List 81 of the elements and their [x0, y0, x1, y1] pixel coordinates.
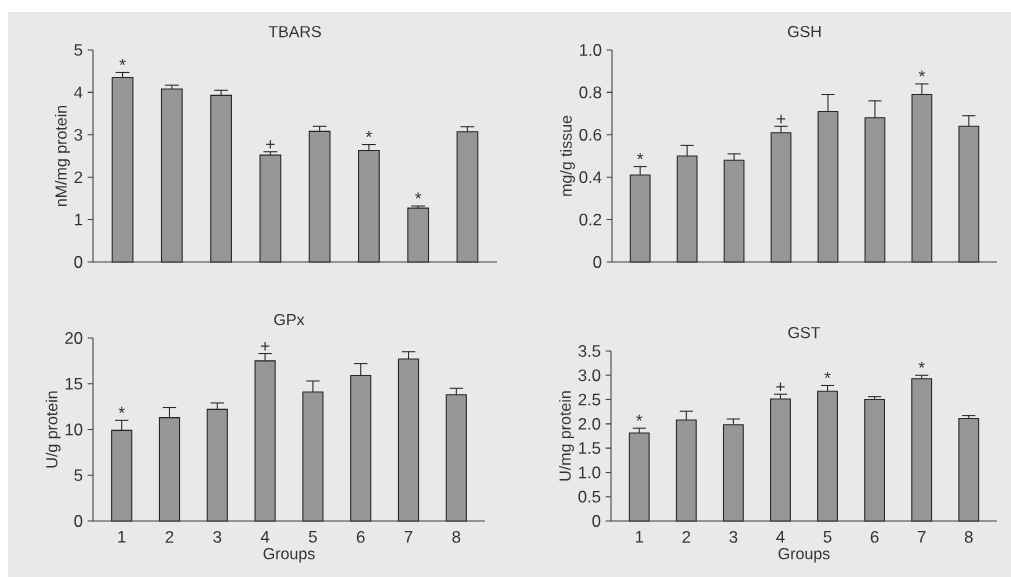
bar [958, 417, 980, 522]
y-tick-label: 0.2 [579, 213, 602, 226]
annotation: * [365, 131, 373, 138]
x-tick-label: 6 [356, 531, 365, 543]
y-tick-label: 4 [74, 86, 83, 99]
annotation: + [776, 114, 786, 124]
y-tick-label: 5 [74, 469, 83, 482]
y-tick-label: 0 [74, 256, 83, 268]
x-tick-label: 5 [823, 531, 832, 543]
annotation: * [824, 371, 831, 379]
x-tick-label: 8 [964, 531, 973, 543]
y-axis-title: U/g protein [45, 391, 61, 468]
y-tick-label: 15 [65, 377, 83, 390]
bar [628, 432, 650, 522]
bar [817, 390, 838, 522]
x-tick-label: 1 [635, 531, 644, 543]
chart-title: GST [788, 326, 821, 339]
y-axis-title: mg/g tissue [560, 115, 575, 196]
y-axis-title: U/mg protein [559, 391, 574, 481]
annotation: * [918, 70, 925, 77]
y-axis-title: nM/mg protein [54, 105, 70, 207]
bar [770, 398, 791, 522]
x-tick-label: 7 [917, 531, 926, 543]
bar [722, 424, 744, 522]
annotation: * [119, 58, 126, 66]
bar [111, 77, 134, 263]
bar [456, 131, 479, 263]
chart-title: GPx [274, 313, 305, 326]
y-tick-label: 5 [74, 44, 83, 56]
annotation: * [636, 414, 643, 421]
bar [407, 207, 430, 263]
bar [358, 149, 380, 263]
x-tick-label: 1 [118, 531, 126, 543]
y-tick-label: 1.0 [580, 44, 602, 56]
chart-title: TBARS [268, 25, 321, 38]
annotation: * [637, 153, 644, 160]
bar [864, 399, 886, 522]
bar [259, 154, 282, 263]
y-tick-label: 0.6 [579, 128, 602, 141]
annotation: + [260, 341, 270, 351]
bar [911, 378, 933, 522]
y-tick-label: 2.5 [578, 393, 601, 406]
y-tick-label: 0.8 [579, 86, 602, 99]
y-tick-label: 3.0 [578, 369, 601, 382]
y-tick-label: 1.0 [579, 466, 601, 479]
x-tick-label: 8 [452, 531, 461, 543]
x-tick-label: 7 [404, 531, 413, 543]
x-tick-label: 2 [165, 531, 174, 543]
annotation: * [415, 192, 422, 199]
y-tick-label: 1 [74, 213, 83, 226]
y-tick-label: 3.5 [578, 345, 601, 357]
y-tick-label: 20 [65, 332, 83, 344]
bar [723, 159, 745, 263]
x-tick-label: 5 [308, 531, 317, 543]
chart-title: GSH [787, 25, 821, 38]
y-tick-label: 3 [74, 128, 83, 141]
x-axis-title: Groups [778, 547, 830, 563]
y-tick-label: 1.5 [579, 442, 601, 454]
y-tick-label: 0 [592, 515, 601, 527]
x-axis-title: Groups [263, 547, 315, 563]
y-tick-label: 0.5 [578, 490, 601, 503]
bar [210, 94, 232, 263]
bar [206, 408, 228, 522]
x-tick-label: 3 [213, 531, 222, 543]
x-tick-label: 3 [729, 531, 738, 543]
y-tick-label: 10 [65, 423, 83, 436]
annotation: * [118, 406, 125, 413]
y-tick-label: 0.4 [579, 171, 602, 184]
y-tick-label: 0 [74, 515, 83, 527]
annotation: + [776, 382, 785, 392]
annotation: * [918, 361, 925, 368]
x-tick-label: 4 [260, 531, 270, 543]
bar [308, 130, 331, 263]
x-tick-label: 6 [870, 531, 879, 543]
bar [160, 88, 183, 263]
annotation: + [266, 140, 275, 149]
x-tick-label: 2 [682, 531, 691, 543]
y-tick-label: 2.0 [578, 417, 601, 430]
y-tick-label: 0 [593, 256, 602, 268]
x-tick-label: 4 [776, 531, 785, 543]
y-tick-label: 2 [74, 171, 83, 184]
